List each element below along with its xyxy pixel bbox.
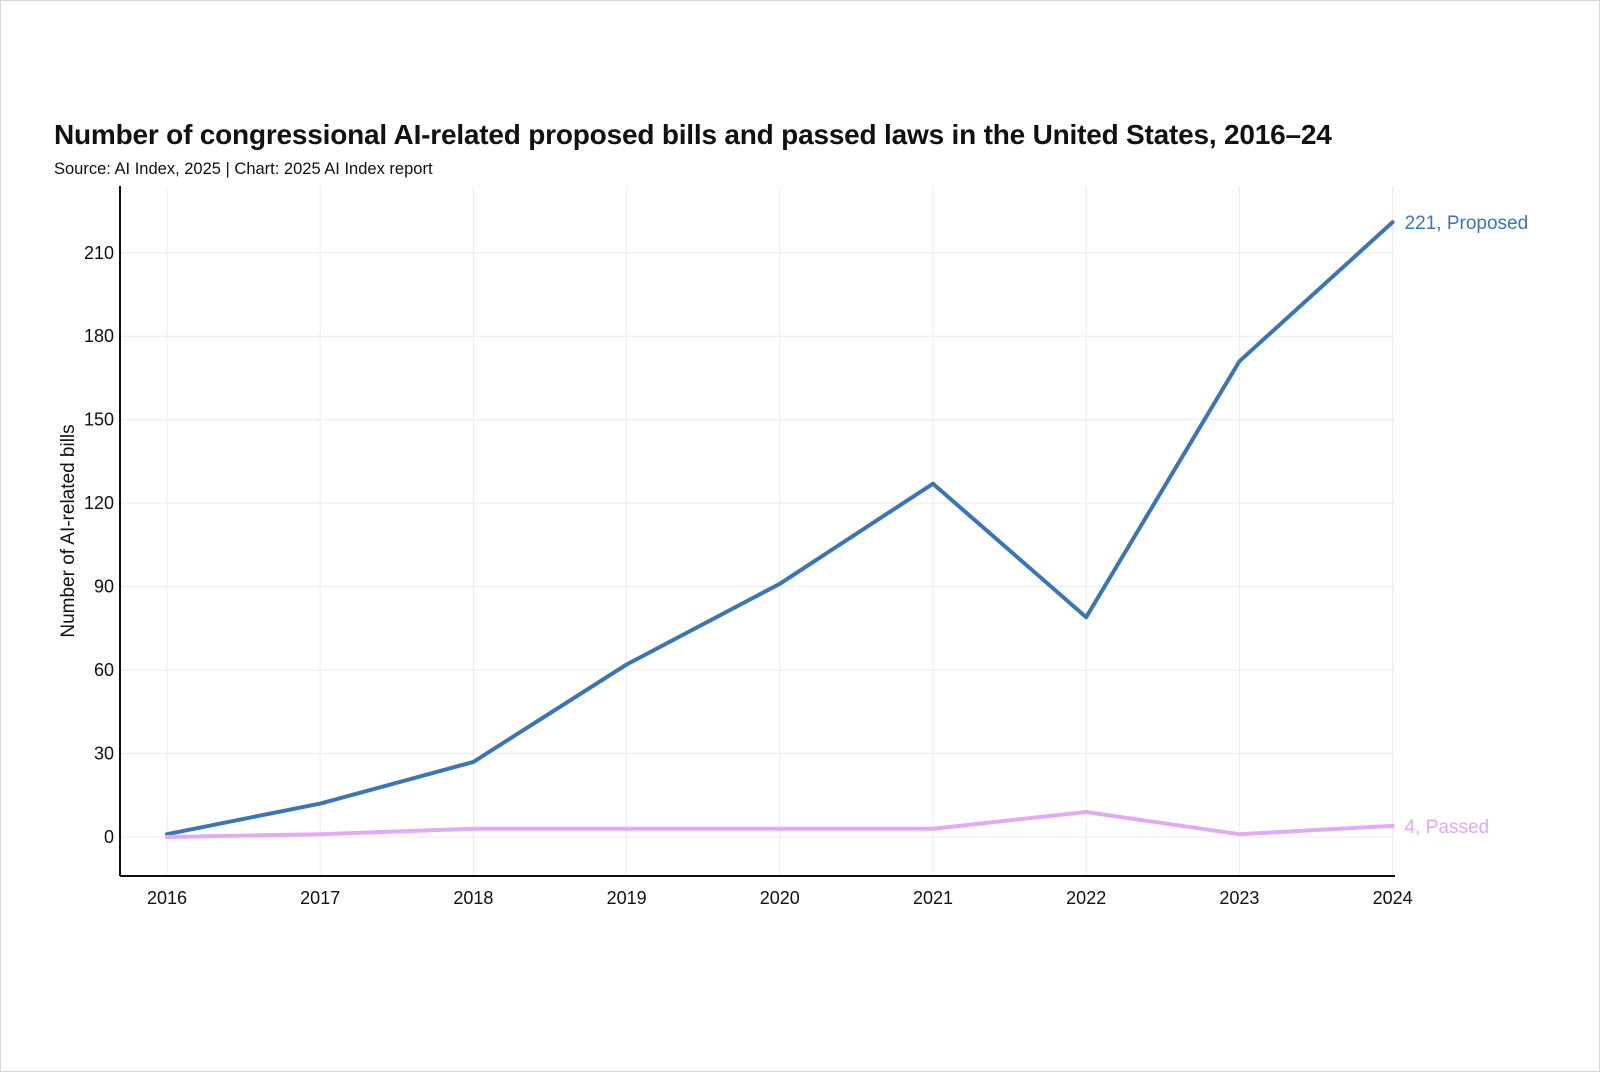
y-tick-label: 60 — [94, 660, 114, 680]
x-tick-labels: 2016 2017 2018 2019 2020 2021 2022 2023 2024 — [147, 888, 1413, 908]
end-label-passed: 4, Passed — [1405, 817, 1490, 838]
x-tick-label: 2018 — [453, 888, 493, 908]
x-tick-label: 2017 — [300, 888, 340, 908]
y-axis-title: Number of AI-related bills — [58, 424, 79, 637]
x-tick-label: 2023 — [1219, 888, 1259, 908]
y-tick-label: 180 — [84, 326, 114, 346]
series-line-passed — [165, 810, 1395, 839]
y-tick-label: 0 — [104, 827, 114, 847]
grid-lines — [120, 186, 1395, 876]
y-tick-label: 150 — [84, 410, 114, 430]
x-tick-label: 2016 — [147, 888, 187, 908]
axes — [119, 186, 1395, 877]
chart-title: Number of congressional AI-related propo… — [54, 119, 1332, 150]
x-tick-label: 2019 — [607, 888, 647, 908]
x-tick-label: 2022 — [1066, 888, 1106, 908]
series-lines — [165, 220, 1395, 839]
y-tick-label: 30 — [94, 744, 114, 764]
chart-subtitle: Source: AI Index, 2025 | Chart: 2025 AI … — [54, 160, 433, 178]
y-tick-labels: 0 30 60 90 120 150 180 210 — [84, 243, 114, 847]
x-tick-label: 2024 — [1373, 888, 1413, 908]
x-tick-label: 2020 — [760, 888, 800, 908]
series-line-proposed — [165, 220, 1395, 837]
y-tick-label: 120 — [84, 493, 114, 513]
y-tick-label: 90 — [94, 577, 114, 597]
y-tick-label: 210 — [84, 243, 114, 263]
series-end-labels: 221, Proposed 4, Passed — [1405, 213, 1529, 838]
end-label-proposed: 221, Proposed — [1405, 213, 1529, 234]
x-tick-label: 2021 — [913, 888, 953, 908]
